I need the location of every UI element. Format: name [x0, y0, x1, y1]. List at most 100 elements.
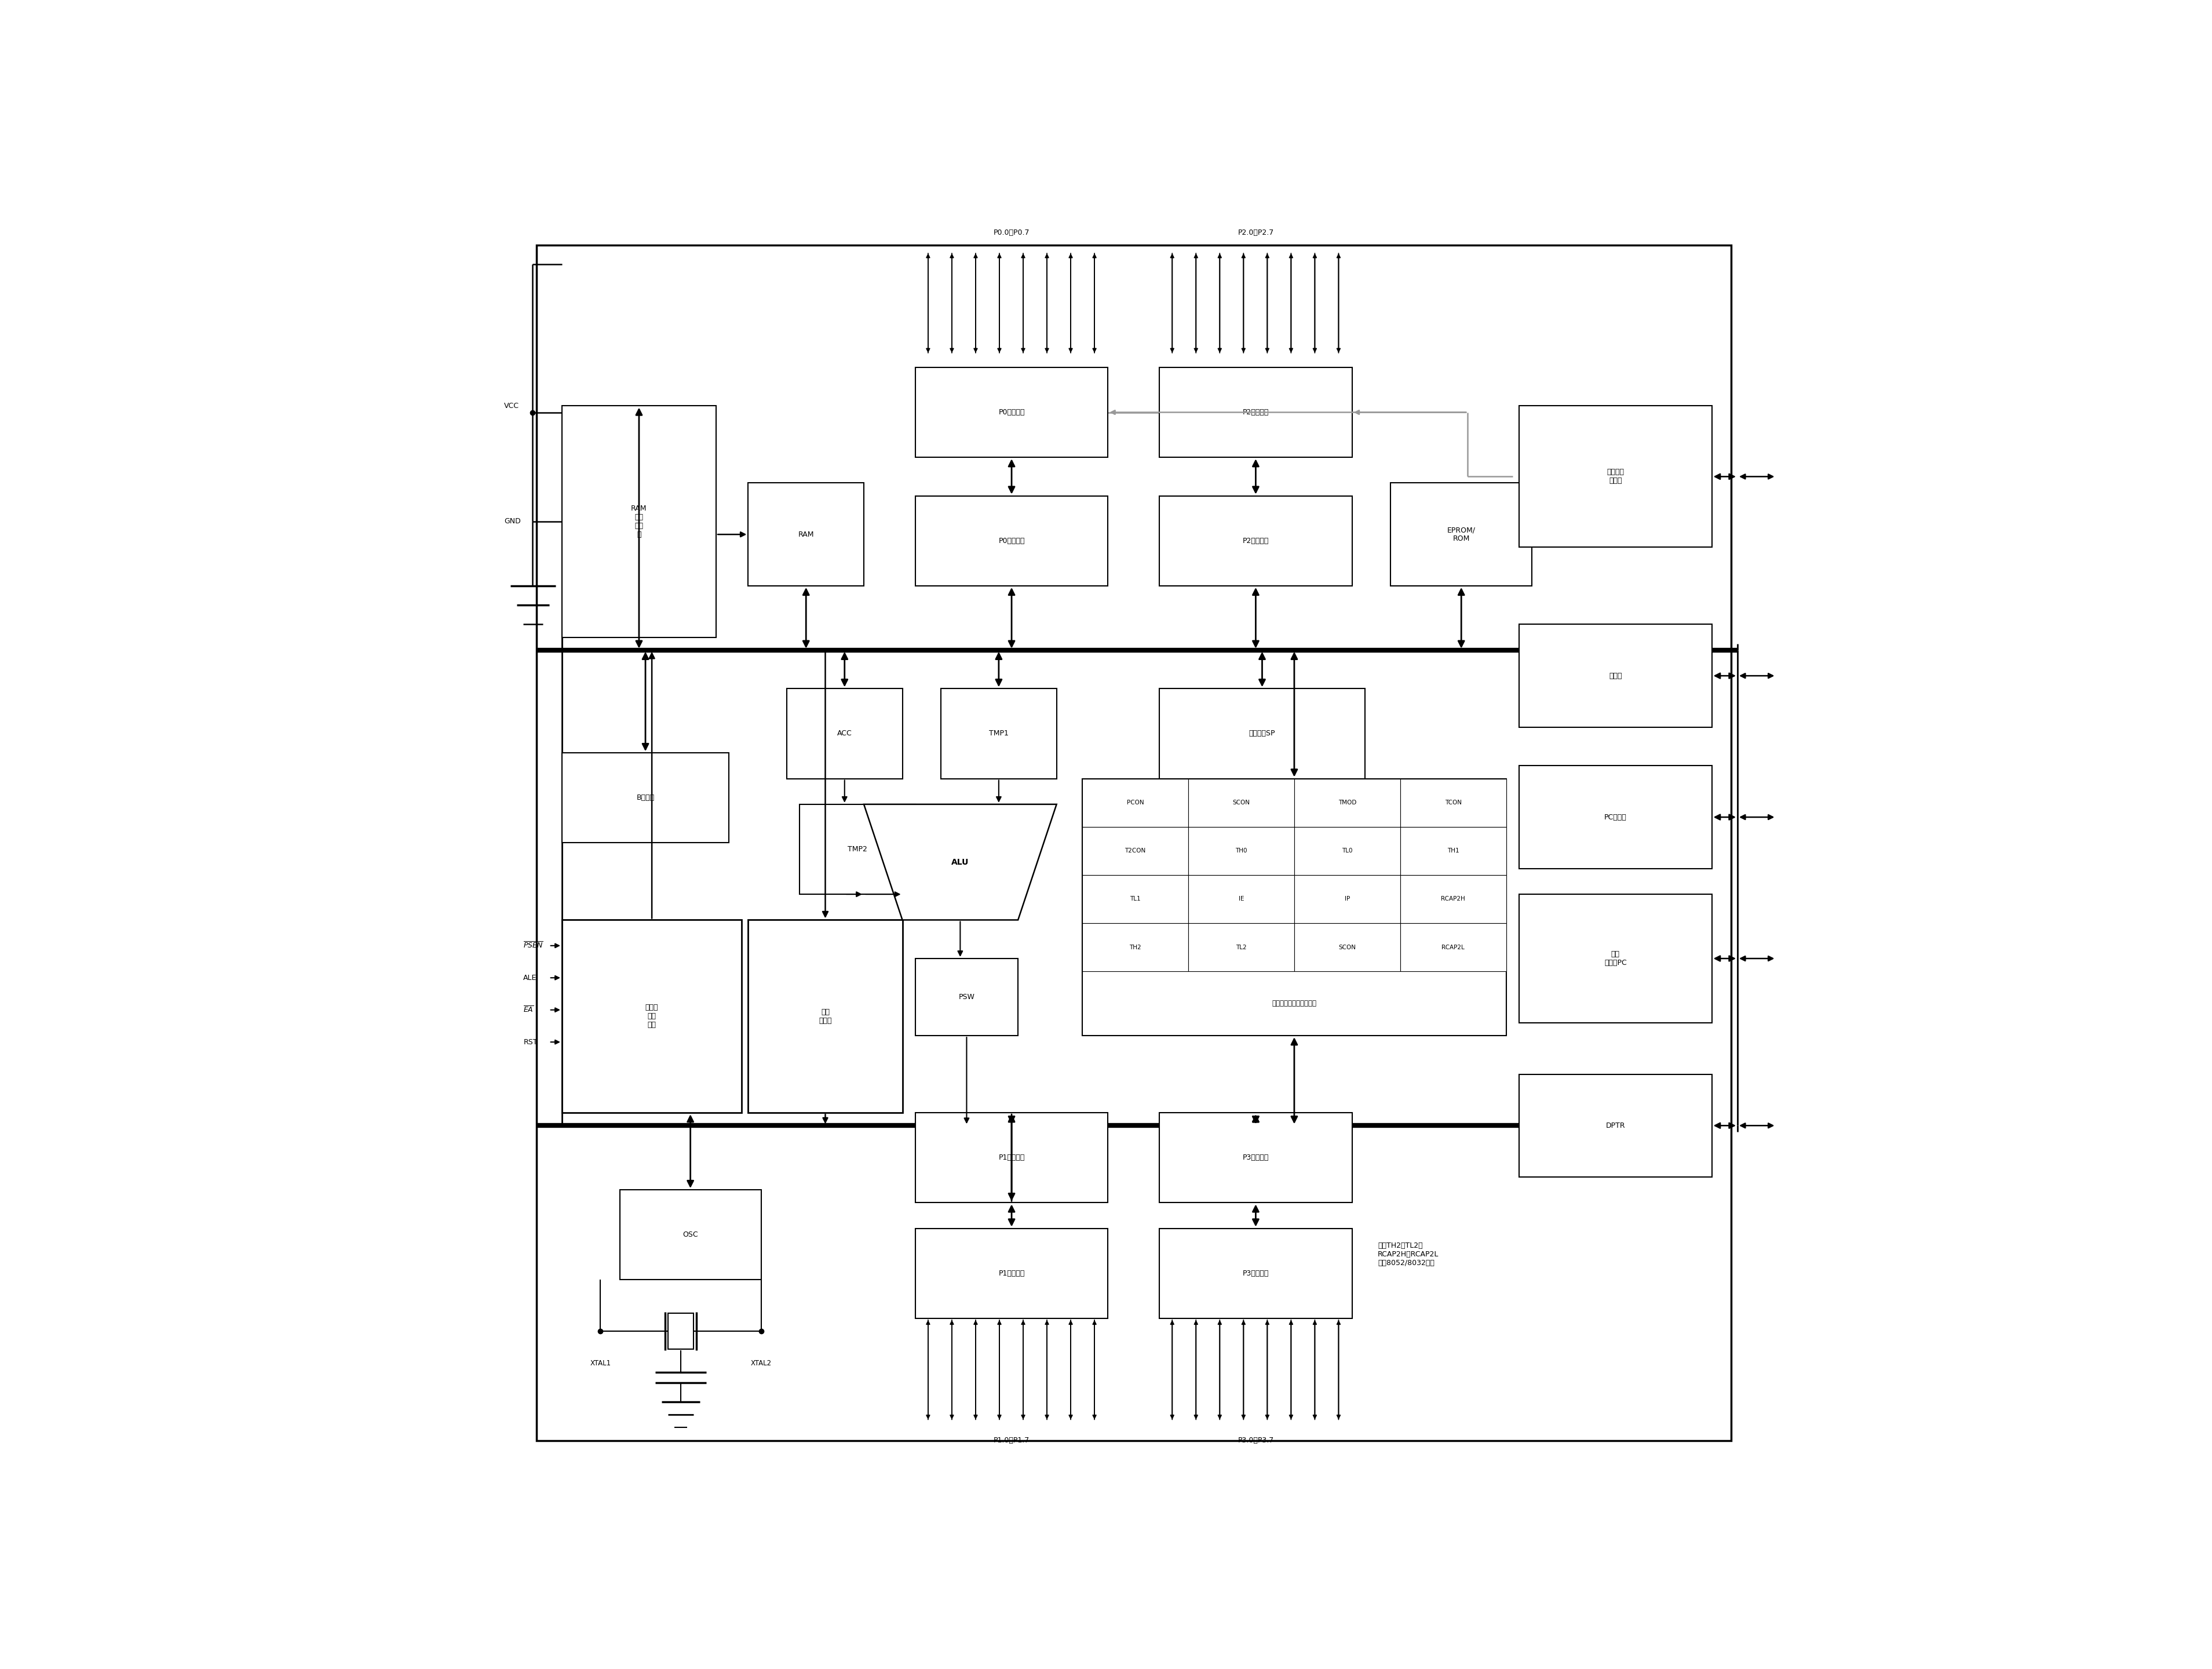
Text: 堆栈指针SP: 堆栈指针SP: [1250, 729, 1276, 738]
FancyBboxPatch shape: [1159, 496, 1352, 586]
Text: RCAP2H: RCAP2H: [1442, 896, 1464, 901]
Text: ALE: ALE: [524, 975, 538, 981]
Text: TL2: TL2: [1237, 945, 1248, 950]
Text: PCON: PCON: [1126, 799, 1144, 806]
Text: 缓冲器: 缓冲器: [1608, 673, 1621, 679]
Text: P0口锁存器: P0口锁存器: [998, 537, 1024, 544]
Text: 程序
计数器PC: 程序 计数器PC: [1604, 950, 1626, 966]
FancyBboxPatch shape: [940, 689, 1057, 778]
Text: PSW: PSW: [958, 993, 975, 1001]
Text: B寄存器: B寄存器: [637, 794, 655, 801]
Text: XTAL1: XTAL1: [591, 1360, 611, 1367]
Text: P2口锁存器: P2口锁存器: [1243, 537, 1270, 544]
FancyBboxPatch shape: [562, 753, 730, 843]
FancyBboxPatch shape: [562, 406, 717, 638]
FancyBboxPatch shape: [799, 804, 916, 895]
FancyBboxPatch shape: [1082, 875, 1188, 923]
Text: 指令
寄存器: 指令 寄存器: [818, 1008, 832, 1025]
Text: P3口锁存器: P3口锁存器: [1243, 1153, 1270, 1162]
FancyBboxPatch shape: [535, 245, 1732, 1440]
Text: P1口锁存器: P1口锁存器: [998, 1153, 1024, 1162]
Text: RCAP2L: RCAP2L: [1442, 945, 1464, 950]
FancyBboxPatch shape: [1520, 624, 1712, 728]
FancyBboxPatch shape: [1188, 875, 1294, 923]
Text: TL1: TL1: [1130, 896, 1141, 901]
Text: PC增量器: PC增量器: [1604, 813, 1626, 821]
Text: RAM
地址
锁存
器: RAM 地址 锁存 器: [630, 504, 646, 539]
FancyBboxPatch shape: [1082, 778, 1188, 826]
Text: IP: IP: [1345, 896, 1349, 901]
Text: P2口驱动器: P2口驱动器: [1243, 409, 1270, 416]
Text: SCON: SCON: [1232, 799, 1250, 806]
FancyBboxPatch shape: [1400, 923, 1506, 971]
FancyBboxPatch shape: [787, 689, 902, 778]
FancyBboxPatch shape: [1520, 1075, 1712, 1177]
FancyBboxPatch shape: [916, 1113, 1108, 1203]
Text: 中断、串行口及定时逻辑: 中断、串行口及定时逻辑: [1272, 1000, 1316, 1008]
FancyBboxPatch shape: [619, 1190, 761, 1280]
FancyBboxPatch shape: [1400, 778, 1506, 826]
Text: RAM: RAM: [799, 531, 814, 537]
FancyBboxPatch shape: [1520, 766, 1712, 868]
Text: OSC: OSC: [684, 1232, 699, 1238]
Polygon shape: [865, 804, 1057, 920]
FancyBboxPatch shape: [1294, 826, 1400, 875]
FancyBboxPatch shape: [916, 367, 1108, 457]
Text: P3.0～P3.7: P3.0～P3.7: [1239, 1437, 1274, 1444]
Text: P0.0～P0.7: P0.0～P0.7: [993, 229, 1031, 237]
FancyBboxPatch shape: [668, 1314, 695, 1349]
Text: P2.0～P2.7: P2.0～P2.7: [1239, 229, 1274, 237]
FancyBboxPatch shape: [1159, 689, 1365, 778]
FancyBboxPatch shape: [1400, 875, 1506, 923]
FancyBboxPatch shape: [1159, 367, 1352, 457]
Text: TCON: TCON: [1444, 799, 1462, 806]
Text: 注：TH2、TL2、
RCAP2H、RCAP2L
仅在8052/8032中有: 注：TH2、TL2、 RCAP2H、RCAP2L 仅在8052/8032中有: [1378, 1242, 1438, 1267]
Text: XTAL2: XTAL2: [750, 1360, 772, 1367]
FancyBboxPatch shape: [1082, 923, 1188, 971]
FancyBboxPatch shape: [1159, 1113, 1352, 1203]
Text: DPTR: DPTR: [1606, 1122, 1626, 1130]
Text: GND: GND: [504, 517, 520, 526]
FancyBboxPatch shape: [1159, 1228, 1352, 1319]
FancyBboxPatch shape: [1294, 778, 1400, 826]
FancyBboxPatch shape: [562, 920, 741, 1113]
FancyBboxPatch shape: [1082, 826, 1188, 875]
Text: $\overline{EA}$: $\overline{EA}$: [524, 1005, 533, 1015]
FancyBboxPatch shape: [1188, 923, 1294, 971]
Text: TMP2: TMP2: [847, 846, 867, 853]
Text: T2CON: T2CON: [1124, 848, 1146, 855]
Text: RST: RST: [524, 1038, 538, 1046]
Text: P3口驱动器: P3口驱动器: [1243, 1270, 1270, 1277]
Text: P1.0～P1.7: P1.0～P1.7: [993, 1437, 1029, 1444]
FancyBboxPatch shape: [1188, 778, 1294, 826]
Text: TH0: TH0: [1234, 848, 1248, 855]
Text: SCON: SCON: [1338, 945, 1356, 950]
Text: TH1: TH1: [1447, 848, 1460, 855]
FancyBboxPatch shape: [1520, 406, 1712, 547]
FancyBboxPatch shape: [1188, 826, 1294, 875]
Text: $\overline{PSEN}$: $\overline{PSEN}$: [524, 941, 544, 950]
FancyBboxPatch shape: [748, 920, 902, 1113]
Text: TMOD: TMOD: [1338, 799, 1356, 806]
Text: VCC: VCC: [504, 402, 520, 409]
FancyBboxPatch shape: [916, 496, 1108, 586]
FancyBboxPatch shape: [1520, 895, 1712, 1023]
FancyBboxPatch shape: [1082, 778, 1506, 1035]
FancyBboxPatch shape: [916, 958, 1018, 1035]
FancyBboxPatch shape: [916, 1228, 1108, 1319]
Text: TL0: TL0: [1343, 848, 1352, 855]
FancyBboxPatch shape: [748, 482, 865, 586]
Text: EPROM/
ROM: EPROM/ ROM: [1447, 526, 1475, 542]
Text: P1口驱动器: P1口驱动器: [998, 1270, 1024, 1277]
Text: P0口驱动器: P0口驱动器: [998, 409, 1024, 416]
Text: 定时和
控制
逻辑: 定时和 控制 逻辑: [646, 1003, 659, 1028]
Text: TH2: TH2: [1130, 945, 1141, 950]
Text: 程序地址
寄存器: 程序地址 寄存器: [1606, 469, 1624, 484]
FancyBboxPatch shape: [1400, 826, 1506, 875]
Text: TMP1: TMP1: [989, 729, 1009, 738]
FancyBboxPatch shape: [1294, 923, 1400, 971]
Text: ACC: ACC: [836, 729, 852, 738]
FancyBboxPatch shape: [1391, 482, 1533, 586]
Text: IE: IE: [1239, 896, 1243, 901]
Text: ALU: ALU: [951, 858, 969, 866]
